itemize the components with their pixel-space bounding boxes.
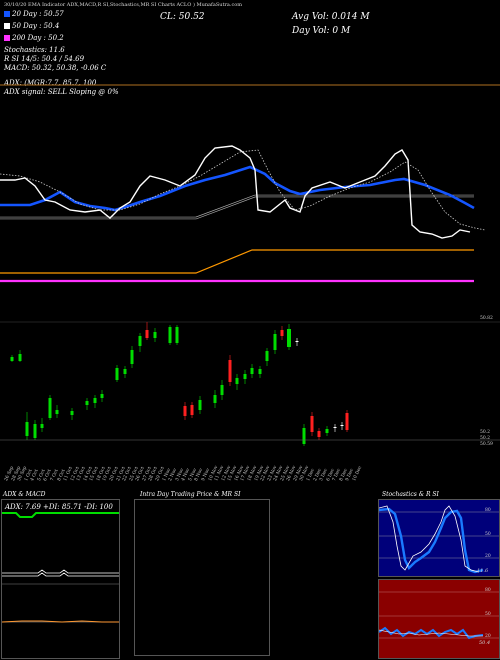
macd-value: MACD: 50.32, 50.38, -0.06 C — [4, 64, 107, 72]
candle — [333, 424, 337, 432]
legend-swatch-200-day — [4, 35, 10, 41]
candle — [145, 322, 149, 340]
avg-volume: Avg Vol: 0.014 M — [292, 12, 370, 22]
adx-green-line — [2, 512, 119, 518]
candle — [273, 330, 277, 354]
adx-value: ADX: (MGR:7.7, 85.7, 100 — [4, 79, 97, 87]
adx-macd-title: ADX & MACD — [3, 491, 46, 498]
candle — [302, 424, 306, 446]
stoch-axis-label: 80 — [485, 508, 491, 513]
rsi-panel: 80 50 20 50.4 — [378, 579, 500, 659]
candle — [345, 410, 349, 432]
candle — [198, 396, 202, 414]
candle — [25, 412, 29, 440]
price-line — [0, 145, 471, 239]
orange-line — [0, 249, 474, 274]
candle — [213, 390, 217, 408]
candle — [250, 364, 254, 378]
adx-macd-panel: ADX: 7.69 +DI: 85.71 -DI: 100 — [1, 499, 120, 659]
price-axis-label: 50.82 — [480, 316, 493, 321]
legend-swatch-50-day — [4, 23, 10, 29]
candle — [123, 366, 127, 378]
adx-white-line-lower — [2, 572, 119, 577]
candle — [130, 346, 134, 368]
candle — [153, 328, 157, 342]
rsi-axis-label: 50 — [485, 612, 491, 617]
day-volume: Day Vol: 0 M — [292, 26, 351, 36]
date-axis: 26 Sep 28 Sep 30 Sep 1 Oct 4 Oct 5 Oct 6 Oct 7 … — [0, 452, 500, 488]
candle — [190, 402, 194, 418]
candle — [220, 380, 224, 400]
intraday-title: Intra Day Trading Price & MR SI — [140, 491, 241, 498]
price-axis-label: 50.2 — [480, 436, 491, 441]
close-price: CL: 50.52 — [160, 12, 205, 22]
rsi-value: R SI 14/5: 50.4 / 54.69 — [4, 55, 85, 63]
candle — [340, 422, 344, 430]
stoch-blue-line — [379, 507, 484, 574]
macd-line — [2, 620, 119, 623]
ema-50-line-inner — [0, 195, 474, 219]
candle — [85, 398, 89, 410]
adx-macd-values: ADX: 7.69 +DI: 85.71 -DI: 100 — [5, 503, 113, 511]
candle — [280, 326, 284, 340]
stoch-axis-label: 20 — [485, 554, 491, 559]
candle — [258, 366, 262, 378]
legend-swatch-20-day — [4, 11, 10, 17]
candle — [138, 333, 142, 352]
candle — [175, 325, 179, 345]
candle — [295, 338, 299, 346]
candle — [243, 370, 247, 384]
candlestick-chart — [0, 321, 500, 446]
stochastics-chart — [379, 505, 499, 574]
candle — [325, 426, 329, 436]
rsi-blue-line — [379, 626, 484, 640]
ema-chart — [0, 84, 500, 283]
intraday-panel — [134, 499, 270, 656]
candle — [48, 395, 52, 420]
stochastics-panel: 80 50 20 11.6 — [378, 499, 500, 577]
candle — [55, 405, 59, 418]
adx-signal: ADX signal: SELL Sloping @ 0% — [4, 88, 119, 96]
rsi-value-label: 50.4 — [479, 640, 491, 646]
stoch-value-label: 11.6 — [477, 568, 489, 574]
candle — [183, 402, 187, 420]
page-header: 30/10/20 EMA Indicator ADX,MACD,R SI,Sto… — [4, 2, 243, 8]
candle — [317, 428, 321, 440]
adx-macd-chart — [2, 512, 119, 623]
candle — [168, 325, 172, 345]
rsi-axis-label: 20 — [485, 634, 491, 639]
candle — [100, 390, 104, 402]
price-axis-label: 50.59 — [480, 442, 493, 447]
rsi-white-line — [379, 629, 483, 637]
ema-20-line — [0, 165, 475, 212]
price-axis-label: 50.2 — [480, 430, 491, 435]
adx-white-line — [2, 569, 119, 574]
candle — [228, 355, 232, 386]
candles — [10, 322, 349, 446]
candle — [18, 350, 22, 362]
rsi-chart — [379, 591, 499, 640]
candle — [33, 420, 37, 440]
candle — [93, 395, 97, 408]
candle — [40, 418, 44, 432]
candle — [115, 365, 119, 382]
stochastics-value: Stochastics: 11.6 — [4, 46, 65, 54]
legend-50-day: 50 Day : 50.4 — [4, 22, 59, 30]
legend-20-day: 20 Day : 50.57 — [4, 10, 64, 18]
candle — [235, 374, 239, 390]
candle — [310, 412, 314, 436]
stoch-axis-label: 50 — [485, 532, 491, 537]
candle — [70, 408, 74, 420]
rsi-axis-label: 80 — [485, 588, 491, 593]
candle — [287, 324, 291, 350]
legend-200-day: 200 Day : 50.2 — [4, 34, 64, 42]
date-label: 10 Dec — [352, 465, 364, 483]
stoch-white-line — [379, 505, 480, 573]
candle — [10, 355, 14, 362]
stoch-rsi-title: Stochastics & R SI — [382, 491, 439, 498]
candle — [265, 348, 269, 366]
